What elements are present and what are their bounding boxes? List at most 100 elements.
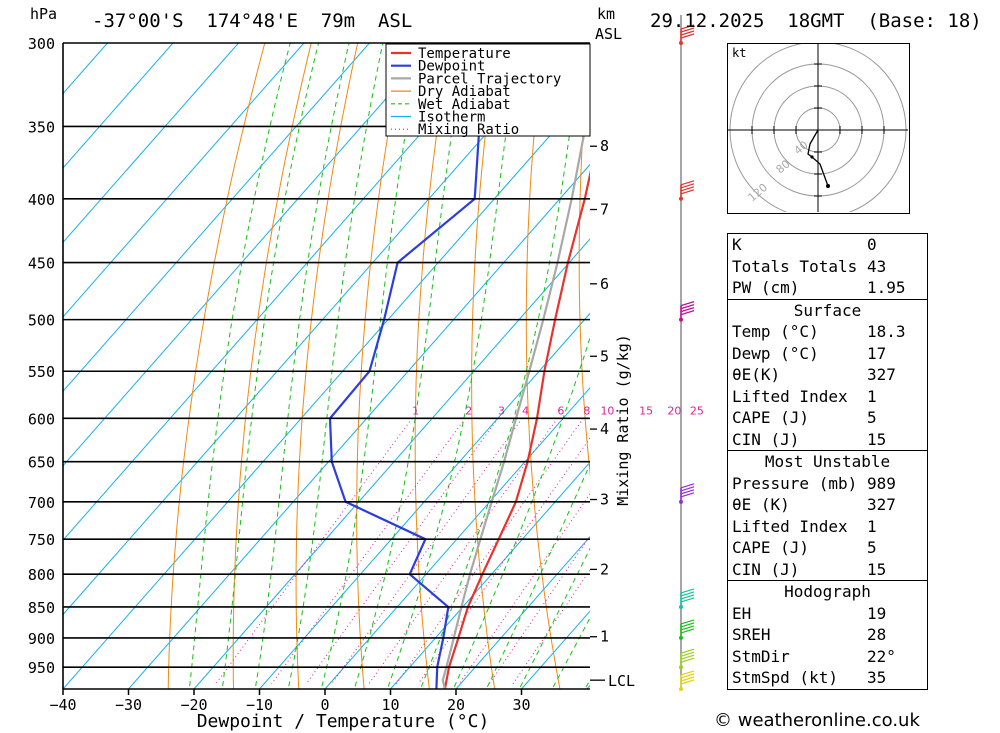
wind-barb-flag xyxy=(680,628,695,634)
pressure-tick-label: 450 xyxy=(28,255,55,273)
isotherm-line xyxy=(63,43,370,393)
dry-adiabat xyxy=(232,43,312,689)
wind-barb xyxy=(679,588,695,609)
mixing-ratio-label: 20 xyxy=(667,404,681,417)
wind-barb-flag xyxy=(680,186,695,192)
km-tick-label: 4 xyxy=(600,420,609,438)
legend-entry: Mixing Ratio xyxy=(418,122,519,138)
wind-barb-flag xyxy=(680,625,695,631)
wind-barb-flag xyxy=(680,657,695,663)
mixing-ratio-line xyxy=(215,418,413,685)
wind-barb-flag xyxy=(680,676,695,682)
wind-barb-flag xyxy=(680,588,695,594)
index-row: θE (K) 327 xyxy=(732,495,896,514)
pressure-tick-label: 500 xyxy=(28,312,55,330)
index-row: Lifted Index 1 xyxy=(732,516,877,536)
mixing-ratio-line xyxy=(488,535,590,685)
index-row: CIN (J) 15 xyxy=(732,429,887,449)
wind-barb-flag xyxy=(680,492,695,498)
index-row: CAPE (J) 5 xyxy=(732,408,877,427)
wet-adiabat xyxy=(551,616,590,689)
hpa-label: hPa xyxy=(30,5,58,23)
isotherm-line xyxy=(63,89,590,689)
wind-barb xyxy=(679,24,695,45)
km-tick-label: 3 xyxy=(600,491,609,509)
pressure-tick-label: 750 xyxy=(28,531,55,549)
isotherm-line xyxy=(128,163,590,689)
legend-entry: Wet Adiabat xyxy=(418,97,511,113)
wind-barb-flag xyxy=(680,489,695,495)
wind-barb-flag xyxy=(680,619,695,625)
pressure-tick-label: 350 xyxy=(28,118,55,136)
hodograph-ring-label: 80 xyxy=(774,157,793,176)
wind-barb-flag xyxy=(680,673,695,679)
mixing-ratio-label: 10 xyxy=(600,404,614,417)
mixing-ratio-label: 2 xyxy=(465,404,472,417)
mixing-ratio-label: 6 xyxy=(557,404,564,417)
pressure-tick-label: 400 xyxy=(28,191,55,209)
wind-barb xyxy=(679,648,695,670)
pressure-tick-label: 650 xyxy=(28,454,55,472)
legend-entry: Dewpoint xyxy=(418,59,485,75)
wind-barb-flag xyxy=(680,27,695,33)
isotherm-line xyxy=(63,43,567,616)
mixing-ratio-line xyxy=(271,418,466,685)
wind-barb xyxy=(679,180,695,201)
km-tick-label: 2 xyxy=(600,560,609,578)
pressure-tick-label: 800 xyxy=(28,566,55,584)
x-tick-label: 30 xyxy=(512,696,530,714)
wind-barb-flag xyxy=(680,670,695,676)
isotherm-line xyxy=(63,43,239,244)
wind-barb-flag xyxy=(680,304,695,310)
dry-adiabat xyxy=(631,43,693,695)
mixing-ratio-line xyxy=(305,418,499,685)
wind-barb-flag xyxy=(680,679,695,685)
mixing-ratio-line xyxy=(417,437,590,685)
index-row: CIN (J) 15 xyxy=(732,559,887,579)
mixing-ratio-label: 15 xyxy=(639,404,653,417)
wind-barb-flag xyxy=(680,486,695,492)
dry-adiabat xyxy=(525,43,561,689)
wind-barb-flag xyxy=(680,33,695,39)
wind-barb xyxy=(679,483,695,504)
surface-section-title: Surface xyxy=(728,298,927,322)
km-tick-label: 7 xyxy=(600,201,609,219)
wind-barb-flag xyxy=(680,622,695,628)
wind-barb-flag xyxy=(680,591,695,597)
wind-barb-flag xyxy=(680,597,695,603)
wind-barb-flag xyxy=(680,183,695,189)
wind-barb-flag xyxy=(680,654,695,660)
pressure-tick-label: 850 xyxy=(28,599,55,617)
legend-entry: Temperature xyxy=(418,46,511,62)
legend-entry: Dry Adiabat xyxy=(418,84,511,100)
mixing-ratio-line xyxy=(395,418,584,685)
index-row: Dewp (°C) 17 xyxy=(732,343,887,363)
wet-adiabat xyxy=(485,463,590,689)
hodograph-trace xyxy=(807,129,829,187)
x-axis-label: Dewpoint / Temperature (°C) xyxy=(197,711,490,732)
legend-entry: Parcel Trajectory xyxy=(418,71,561,87)
isotherm-line xyxy=(390,461,590,689)
index-row: Pressure (mb) 989 xyxy=(732,473,896,493)
pressure-tick-label: 300 xyxy=(28,35,55,53)
index-row: EH 19 xyxy=(732,603,887,623)
pressure-tick-label: 700 xyxy=(28,494,55,512)
isotherm-line xyxy=(63,43,174,169)
datetime-title: 29.12.2025 18GMT (Base: 18) xyxy=(650,10,982,32)
most-unstable-section-title: Most Unstable xyxy=(728,450,927,473)
wet-adiabat xyxy=(254,43,350,689)
hodograph-section-title: Hodograph xyxy=(728,580,927,603)
km-tick-label: 6 xyxy=(600,275,609,293)
index-row: θE(K) 327 xyxy=(732,365,896,384)
wind-barb-flag xyxy=(680,301,695,307)
pressure-tick-label: 600 xyxy=(28,410,55,428)
index-row: Temp (°C) 18.3 xyxy=(732,322,906,341)
parcel-trajectory-line xyxy=(441,90,590,689)
mixing-ratio-label: 25 xyxy=(690,404,704,417)
wind-barb xyxy=(679,619,695,640)
index-row: PW (cm) 1.95 xyxy=(732,278,906,297)
pressure-tick-label: 550 xyxy=(28,363,55,381)
wind-barb xyxy=(679,301,695,322)
copyright: © weatheronline.co.uk xyxy=(714,710,920,731)
